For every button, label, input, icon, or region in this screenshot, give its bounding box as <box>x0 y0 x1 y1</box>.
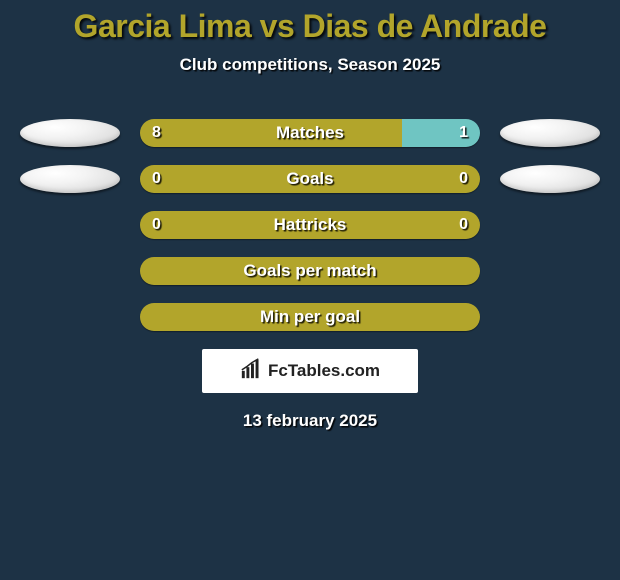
bar-left-segment <box>140 211 310 239</box>
player-oval-left <box>20 165 120 193</box>
oval-slot-right <box>480 119 610 147</box>
chart-icon <box>240 358 262 385</box>
bar-right-segment <box>310 257 480 285</box>
bar-left-segment <box>140 303 310 331</box>
branding-text: FcTables.com <box>268 361 380 381</box>
stat-bar: Goals per match <box>140 257 480 285</box>
comparison-row: Goals per match <box>0 257 620 285</box>
date-text: 13 february 2025 <box>0 411 620 431</box>
stat-bar: Matches81 <box>140 119 480 147</box>
bar-right-segment <box>310 165 480 193</box>
comparison-row: Matches81 <box>0 119 620 147</box>
bar-left-segment <box>140 257 310 285</box>
oval-slot-right <box>480 165 610 193</box>
branding-badge: FcTables.com <box>202 349 418 393</box>
bar-left-segment <box>140 119 402 147</box>
stat-bar: Goals00 <box>140 165 480 193</box>
bar-right-segment <box>402 119 480 147</box>
player-oval-right <box>500 119 600 147</box>
bar-left-segment <box>140 165 310 193</box>
bar-right-segment <box>310 303 480 331</box>
bar-right-segment <box>310 211 480 239</box>
player-oval-right <box>500 165 600 193</box>
player-oval-left <box>20 119 120 147</box>
stat-bar: Min per goal <box>140 303 480 331</box>
comparison-row: Min per goal <box>0 303 620 331</box>
oval-slot-left <box>10 119 140 147</box>
comparison-row: Goals00 <box>0 165 620 193</box>
page-title: Garcia Lima vs Dias de Andrade <box>0 0 620 45</box>
subtitle: Club competitions, Season 2025 <box>0 55 620 75</box>
stat-bar: Hattricks00 <box>140 211 480 239</box>
comparison-row: Hattricks00 <box>0 211 620 239</box>
comparison-rows: Matches81 Goals00 Hattricks00 Goals per mat… <box>0 119 620 331</box>
oval-slot-left <box>10 165 140 193</box>
